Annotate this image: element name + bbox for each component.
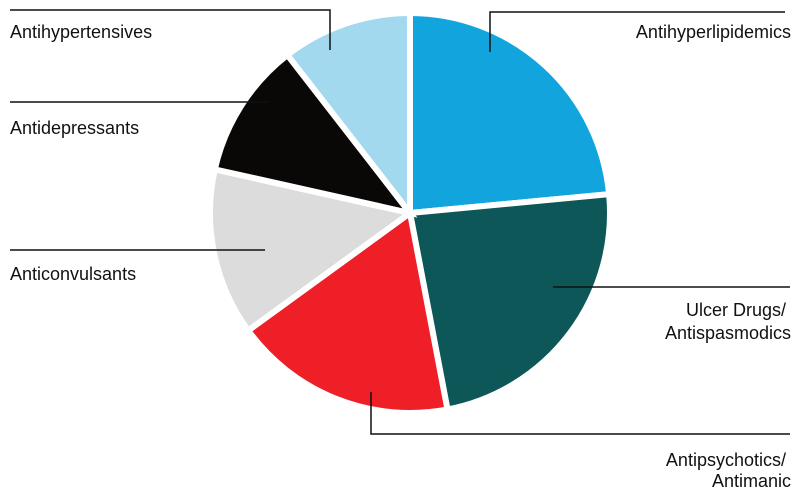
label-antihyperlipidemics: Antihyperlipidemics (636, 22, 791, 42)
leader-antihyperlipidemics (489, 11, 785, 52)
label-antipsychotics: Antipsychotics/ Antimanic (666, 450, 791, 491)
label-antihypertensives: Antihypertensives (10, 22, 152, 42)
slice-labels: Antihyperlipidemics Ulcer Drugs/ Antispa… (10, 22, 791, 491)
label-anticonvulsants: Anticonvulsants (10, 264, 136, 284)
pie-slices (207, 9, 613, 416)
pie-slice-ulcer-drugs-antispasmodics (406, 190, 613, 413)
leader-lines (10, 9, 790, 435)
leader-antipsychotics (370, 392, 790, 435)
pie-slice-antipsychotics-antimanic (244, 207, 451, 416)
label-ulcer-drugs: Ulcer Drugs/ Antispasmodics (665, 300, 791, 343)
label-antidepressants: Antidepressants (10, 118, 139, 138)
pie-slice-antihyperlipidemics (407, 9, 613, 217)
pie-slice-antihypertensives (283, 9, 413, 222)
pie-slice-antidepressants (211, 50, 418, 218)
leader-antihypertensives (10, 9, 331, 50)
pie-slice-anticonvulsants (207, 165, 418, 335)
